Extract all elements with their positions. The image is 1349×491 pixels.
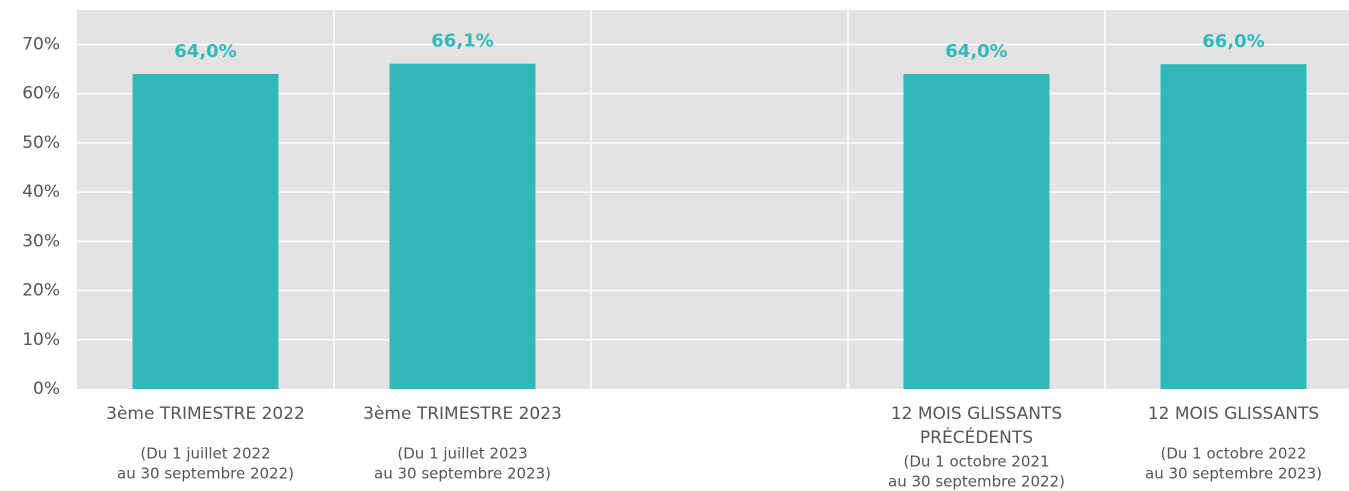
x-tick-label: 12 MOIS GLISSANTS	[891, 404, 1062, 424]
category-note: au 30 septembre 2023)	[374, 465, 551, 483]
x-tick-label: PRÉCÉDENTS	[920, 426, 1033, 448]
category-note: au 30 septembre 2023)	[1145, 465, 1322, 483]
bar	[1160, 64, 1307, 390]
category-note: (Du 1 octobre 2021	[903, 453, 1049, 471]
bar	[389, 63, 536, 390]
value-label: 64,0%	[945, 41, 1007, 62]
category-note: (Du 1 octobre 2022	[1160, 445, 1306, 463]
value-label: 64,0%	[174, 41, 236, 62]
x-tick-label: 12 MOIS GLISSANTS	[1148, 404, 1319, 424]
y-tick-label: 60%	[22, 84, 60, 104]
category-note: (Du 1 juillet 2023	[397, 445, 527, 463]
x-tick-label: 3ème TRIMESTRE 2022	[106, 404, 305, 424]
y-tick-label: 0%	[33, 379, 60, 399]
category-note: (Du 1 juillet 2022	[140, 445, 270, 463]
y-tick-label: 30%	[22, 231, 60, 251]
plot-area	[77, 10, 1349, 389]
category-note: au 30 septembre 2022)	[117, 465, 294, 483]
y-tick-label: 20%	[22, 281, 60, 301]
x-tick-label: 3ème TRIMESTRE 2023	[363, 404, 562, 424]
value-label: 66,0%	[1202, 31, 1264, 52]
y-tick-label: 40%	[22, 182, 60, 202]
y-tick-label: 70%	[22, 34, 60, 54]
bar	[903, 73, 1050, 390]
value-label: 66,1%	[431, 31, 493, 52]
bar	[132, 73, 279, 390]
y-tick-label: 50%	[22, 133, 60, 153]
y-tick-label: 10%	[22, 330, 60, 350]
category-note: au 30 septembre 2022)	[888, 473, 1065, 491]
